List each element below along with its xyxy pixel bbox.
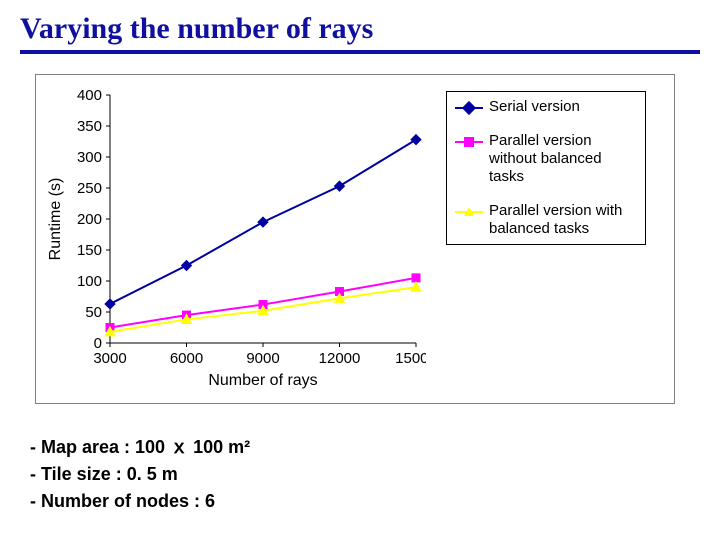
svg-text:350: 350 (77, 118, 102, 135)
legend-item: Serial version (455, 98, 637, 116)
svg-text:12000: 12000 (319, 350, 361, 367)
note-line: - Number of nodes : 6 (30, 488, 700, 515)
legend-label: Parallel version with balanced tasks (489, 202, 637, 238)
note-line: - Map area : 100 ｘ 100 m² (30, 434, 700, 461)
svg-text:9000: 9000 (246, 350, 279, 367)
legend-label: Parallel version without balanced tasks (489, 132, 637, 186)
line-chart: 0501001502002503003504003000600090001200… (46, 85, 426, 395)
legend: Serial version Parallel version without b… (446, 91, 646, 245)
page-title: Varying the number of rays (20, 12, 700, 54)
legend-item: Parallel version with balanced tasks (455, 202, 637, 238)
chart-panel: 0501001502002503003504003000600090001200… (35, 74, 675, 404)
svg-text:200: 200 (77, 211, 102, 228)
svg-text:100: 100 (77, 273, 102, 290)
svg-text:250: 250 (77, 180, 102, 197)
svg-text:15000: 15000 (395, 350, 426, 367)
svg-text:3000: 3000 (93, 350, 126, 367)
svg-text:Runtime (s): Runtime (s) (47, 178, 64, 261)
svg-text:150: 150 (77, 242, 102, 259)
legend-swatch (455, 102, 483, 114)
svg-text:50: 50 (85, 304, 102, 321)
note-line: - Tile size : 0. 5 m (30, 461, 700, 488)
legend-label: Serial version (489, 98, 580, 116)
svg-text:Number of rays: Number of rays (208, 372, 317, 389)
legend-item: Parallel version without balanced tasks (455, 132, 637, 186)
svg-text:300: 300 (77, 149, 102, 166)
svg-text:400: 400 (77, 87, 102, 104)
notes-block: - Map area : 100 ｘ 100 m²- Tile size : 0… (30, 434, 700, 515)
legend-swatch (455, 206, 483, 218)
plot-region: 0501001502002503003504003000600090001200… (46, 85, 426, 395)
legend-swatch (455, 136, 483, 148)
svg-text:6000: 6000 (170, 350, 203, 367)
